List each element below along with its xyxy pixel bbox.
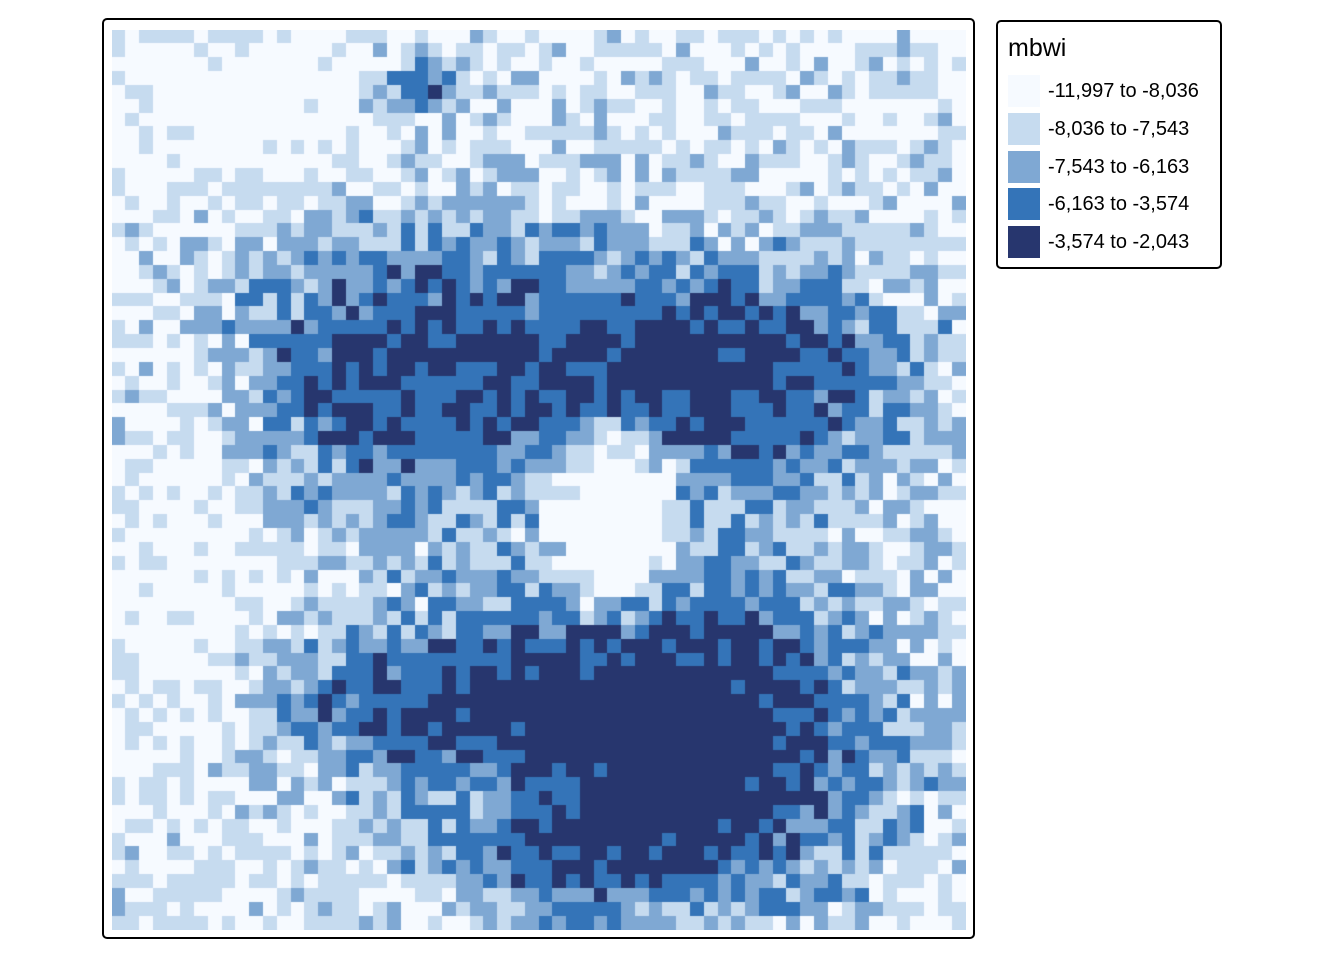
legend-swatch [1008,151,1040,183]
legend-title: mbwi [1008,34,1067,62]
legend-swatch [1008,113,1040,145]
legend-label: -11,997 to -8,036 [1048,80,1199,102]
legend-item: -11,997 to -8,036 [1008,75,1218,107]
legend-label: -7,543 to -6,163 [1048,156,1190,178]
legend: mbwi -11,997 to -8,036 -8,036 to -7,543 … [996,20,1222,269]
legend-label: -6,163 to -3,574 [1048,193,1190,215]
legend-item: -3,574 to -2,043 [1008,226,1218,258]
legend-label: -3,574 to -2,043 [1048,231,1190,253]
legend-item: -7,543 to -6,163 [1008,151,1218,183]
legend-label: -8,036 to -7,543 [1048,118,1190,140]
legend-item: -8,036 to -7,543 [1008,113,1218,145]
legend-swatch [1008,226,1040,258]
legend-item: -6,163 to -3,574 [1008,188,1218,220]
legend-swatch [1008,75,1040,107]
raster-map [112,30,966,930]
legend-swatch [1008,188,1040,220]
